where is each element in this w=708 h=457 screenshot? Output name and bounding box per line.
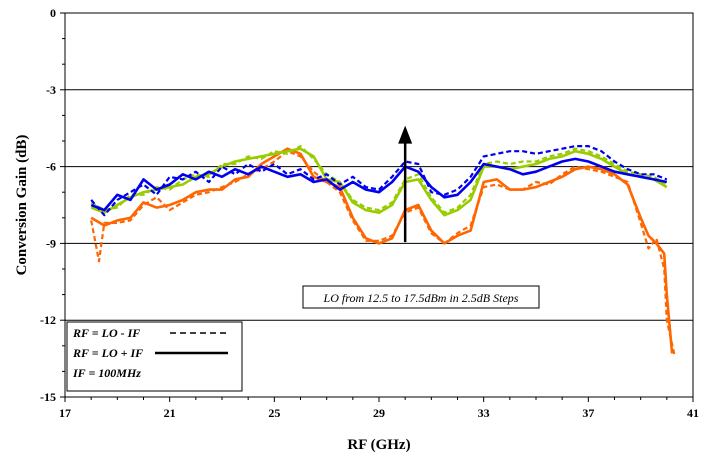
legend: RF = LO - IF RF = LO + IF IF = 100MHz <box>66 321 243 392</box>
annotation-box <box>302 285 540 309</box>
y-tick-label: -3 <box>46 83 56 97</box>
y-tick-label: -15 <box>40 390 56 404</box>
series-line-green-solid <box>90 147 668 217</box>
annotation-text: LO from 12.5 to 17.5dBm in 2.5dB Steps <box>323 291 519 305</box>
y-tick-label: -12 <box>40 313 56 327</box>
x-tick-label: 41 <box>687 406 699 420</box>
y-tick-label: -9 <box>46 236 56 250</box>
x-tick-label: 25 <box>268 406 280 420</box>
y-tick-label: 0 <box>50 6 56 20</box>
lo-arrow-icon <box>398 125 413 243</box>
arrow-head <box>398 125 413 144</box>
legend-entry-lo-plus-if: RF = LO + IF <box>72 346 143 360</box>
series-line-blue-dashed <box>90 145 668 217</box>
x-tick-label: 37 <box>582 406 594 420</box>
x-tick-label: 21 <box>164 406 176 420</box>
legend-entry-lo-minus-if: RF = LO - IF <box>72 326 140 340</box>
x-tick-label: 33 <box>478 406 490 420</box>
x-tick-label: 17 <box>59 406 71 420</box>
legend-entry-if: IF = 100MHz <box>72 366 141 380</box>
y-tick-label: -6 <box>46 160 56 174</box>
x-axis-title: RF (GHz) <box>347 437 410 453</box>
series-line-orange-dashed <box>90 150 676 357</box>
x-tick-label: 29 <box>373 406 385 420</box>
annotation-group: LO from 12.5 to 17.5dBm in 2.5dB Steps <box>302 285 540 309</box>
y-axis-title: Conversion Gain (dB) <box>14 135 30 276</box>
series-group <box>90 145 676 357</box>
series-line-green-dashed <box>90 145 668 214</box>
